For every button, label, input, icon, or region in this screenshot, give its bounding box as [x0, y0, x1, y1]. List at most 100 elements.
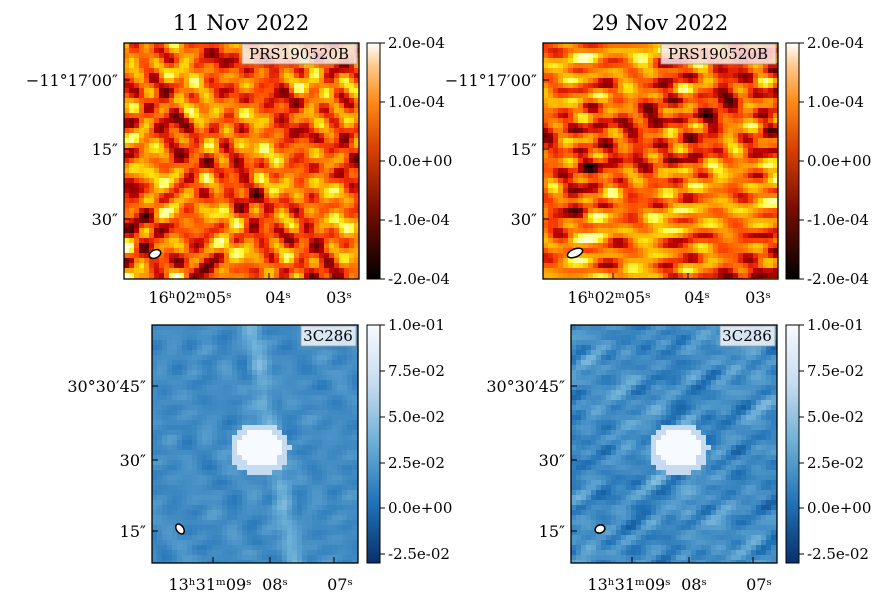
map-pixel — [623, 268, 629, 274]
map-pixel — [623, 208, 629, 214]
map-pixel — [738, 123, 744, 129]
map-pixel — [327, 360, 333, 366]
map-pixel — [758, 248, 764, 254]
map-pixel — [224, 223, 230, 229]
y-axis: −11°17′00″ 15″ 30″ — [445, 71, 549, 229]
map-pixel — [229, 173, 235, 179]
map-pixel — [234, 58, 240, 64]
map-pixel — [354, 163, 359, 169]
map-pixel — [204, 108, 210, 114]
map-pixel — [698, 273, 704, 279]
map-pixel — [753, 73, 759, 79]
map-pixel — [159, 233, 165, 239]
map-pixel — [698, 103, 704, 109]
map-pixel — [593, 133, 599, 139]
map-pixel — [673, 173, 679, 179]
map-pixel — [179, 178, 185, 184]
map-pixel — [139, 73, 145, 79]
map-pixel — [154, 53, 160, 59]
map-pixel — [663, 178, 669, 184]
map-pixel — [314, 108, 320, 114]
map-pixel — [239, 93, 245, 99]
map-pixel — [167, 360, 173, 366]
map-pixel — [344, 228, 350, 234]
map-pixel — [753, 88, 759, 94]
map-pixel — [753, 98, 759, 104]
map-pixel — [663, 183, 669, 189]
map-pixel — [643, 143, 649, 149]
map-pixel — [768, 83, 774, 89]
map-pixel — [294, 213, 300, 219]
x-tick-label: 04ˢ — [684, 288, 710, 307]
map-pixel — [593, 188, 599, 194]
map-pixel — [319, 263, 325, 269]
map-pixel — [658, 113, 664, 119]
map-pixel — [548, 118, 554, 124]
map-pixel — [279, 133, 285, 139]
map-pixel — [718, 143, 724, 149]
map-pixel — [197, 335, 203, 341]
map-pixel — [628, 133, 634, 139]
map-pixel — [144, 103, 150, 109]
map-pixel — [289, 173, 295, 179]
map-pixel — [758, 183, 764, 189]
map-pixel — [214, 208, 220, 214]
map-pixel — [733, 168, 739, 174]
map-pixel — [184, 118, 190, 124]
map-pixel — [349, 208, 355, 214]
map-pixel — [618, 218, 624, 224]
map-pixel — [708, 208, 714, 214]
map-pixel — [174, 158, 180, 164]
map-pixel — [267, 360, 273, 366]
map-pixel — [172, 340, 178, 346]
map-pixel — [763, 63, 769, 69]
map-pixel — [568, 183, 574, 189]
map-pixel — [169, 148, 175, 154]
map-pixel — [713, 168, 719, 174]
map-pixel — [159, 163, 165, 169]
map-pixel — [252, 325, 258, 331]
map-pixel — [174, 178, 180, 184]
map-pixel — [307, 355, 313, 361]
map-pixel — [683, 118, 689, 124]
map-pixel — [319, 188, 325, 194]
map-pixel — [648, 98, 654, 104]
map-pixel — [274, 93, 280, 99]
map-pixel — [638, 188, 644, 194]
map-pixel — [189, 68, 195, 74]
map-pixel — [164, 273, 170, 279]
map-pixel — [134, 113, 140, 119]
map-pixel — [753, 83, 759, 89]
map-pixel — [337, 355, 343, 361]
map-pixel — [628, 43, 634, 49]
map-pixel — [264, 183, 270, 189]
map-pixel — [214, 148, 220, 154]
map-pixel — [319, 218, 325, 224]
map-pixel — [327, 370, 333, 376]
map-pixel — [613, 138, 619, 144]
map-pixel — [269, 98, 275, 104]
map-pixel — [144, 78, 150, 84]
map-pixel — [159, 118, 165, 124]
map-pixel — [334, 243, 340, 249]
map-pixel — [668, 133, 674, 139]
map-pixel — [217, 355, 223, 361]
map-pixel — [274, 108, 280, 114]
map-pixel — [209, 123, 215, 129]
map-pixel — [317, 360, 323, 366]
map-pixel — [337, 345, 343, 351]
map-pixel — [773, 88, 778, 94]
map-pixel — [683, 168, 689, 174]
map-pixel — [197, 365, 203, 371]
map-pixel — [237, 370, 243, 376]
map-pixel — [129, 163, 135, 169]
map-pixel — [349, 68, 355, 74]
map-pixel — [194, 158, 200, 164]
map-pixel — [578, 238, 584, 244]
map-pixel — [184, 223, 190, 229]
map-pixel — [249, 113, 255, 119]
map-pixel — [129, 128, 135, 134]
map-pixel — [139, 228, 145, 234]
map-pixel — [339, 243, 345, 249]
map-pixel — [329, 223, 335, 229]
